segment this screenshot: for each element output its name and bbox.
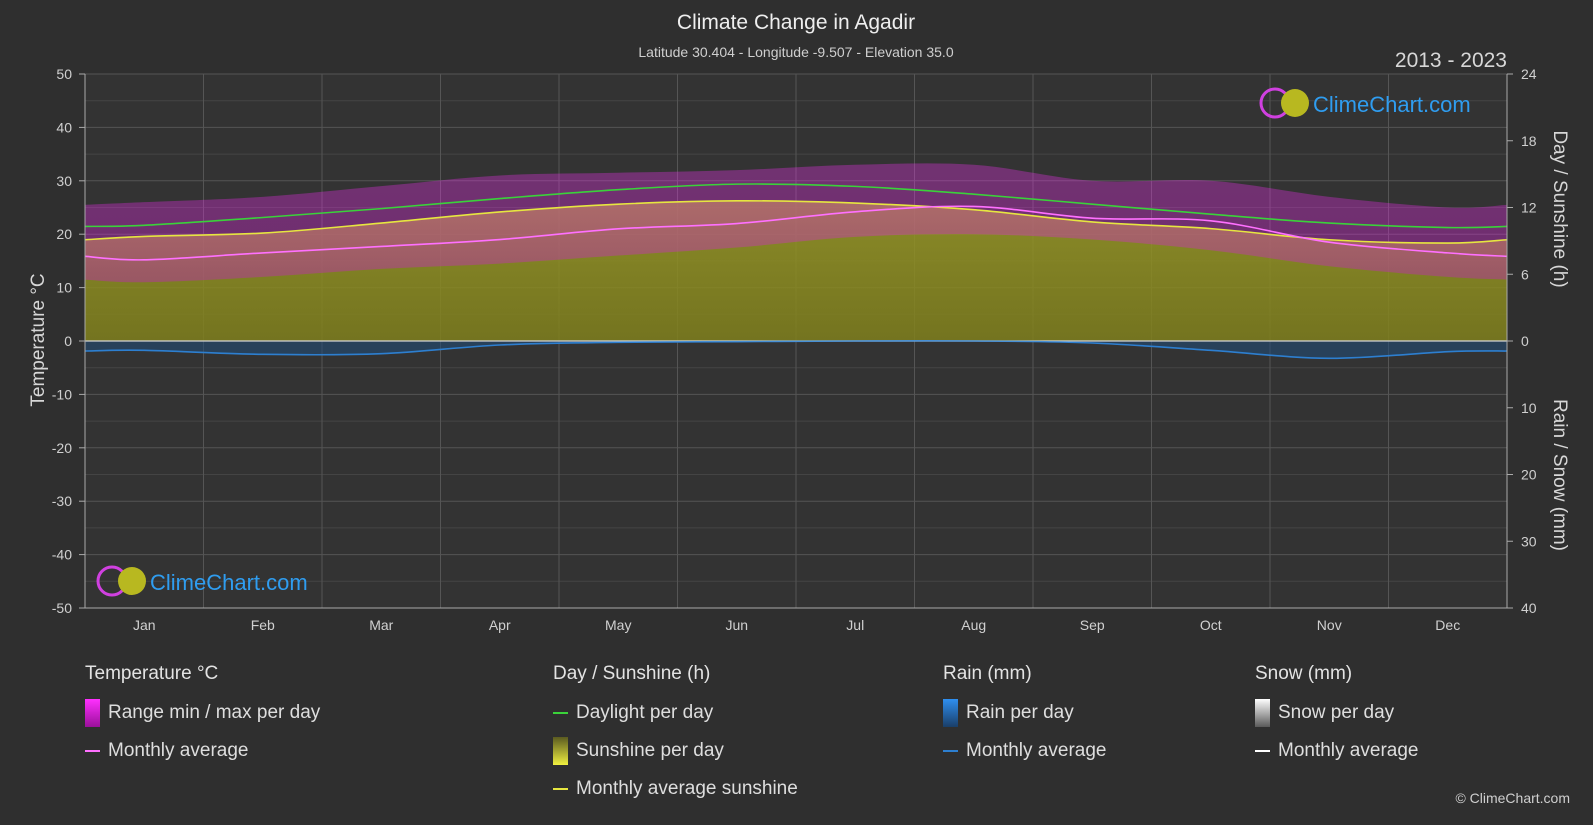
chart-subtitle: Latitude 30.404 - Longitude -9.507 - Ele… [638,44,953,60]
logo-text-top: ClimeChart.com [1313,92,1471,117]
right-axis-title-bottom: Rain / Snow (mm) [1549,399,1570,551]
snow-swatch-icon [1255,699,1270,727]
left-tick-label: -30 [52,493,72,509]
month-label: Jun [725,617,748,633]
right-tick-label-mm: 40 [1521,600,1537,616]
left-tick-label: 20 [56,226,72,242]
chart-title: Climate Change in Agadir [677,11,915,34]
logo-sun-icon [118,567,146,595]
legend-item: Snow per day [1255,699,1418,727]
left-tick-label: -20 [52,440,72,456]
legend-snow: Snow (mm) Snow per day Monthly average [1255,663,1418,775]
legend-temperature: Temperature °C Range min / max per day M… [85,663,320,775]
legend-label: Monthly average sunshine [576,778,798,799]
month-label: Sep [1080,617,1105,633]
legend-item: Monthly average sunshine [553,775,798,803]
legend-label: Snow per day [1278,702,1395,723]
line-swatch-icon [553,712,568,714]
line-swatch-icon [1255,750,1270,752]
sunshine-swatch-icon [553,737,568,765]
logo-text-bottom: ClimeChart.com [150,570,308,595]
legend-rain: Rain (mm) Rain per day Monthly average [943,663,1106,775]
month-label: Jan [133,617,156,633]
left-axis-title: Temperature °C [28,273,49,406]
legend-item: Monthly average [85,737,320,765]
legend-item: Rain per day [943,699,1106,727]
left-tick-label: 0 [64,333,72,349]
right-axis-title-top: Day / Sunshine (h) [1549,130,1570,287]
legend-title: Rain (mm) [943,663,1032,684]
temperature-average-line [84,205,1508,261]
legend-item: Range min / max per day [85,699,320,727]
month-label: May [605,617,631,633]
legend-label: Monthly average [1278,740,1419,761]
legend-sunshine: Day / Sunshine (h) Daylight per day Suns… [553,663,798,813]
right-tick-label-mm: 30 [1521,533,1537,549]
rain-area [85,340,1507,359]
legend-item: Monthly average [1255,737,1418,765]
copyright: © ClimeChart.com [1455,790,1570,806]
legend-label: Monthly average [108,740,249,761]
month-label: Feb [251,617,275,633]
axes: 50 40 30 20 10 0 -10 -20 -30 -40 -50 24 18 12 6 0 10 20 30… [52,66,1537,633]
right-tick-label-hours: 18 [1521,133,1537,149]
data-areas [85,163,1507,359]
logo-bottom: ClimeChart.com [96,565,308,597]
left-tick-label: 40 [56,119,72,135]
left-tick-label: -40 [52,547,72,563]
legend-title: Snow (mm) [1255,663,1353,684]
legend-title: Day / Sunshine (h) [553,663,711,684]
month-label: Dec [1435,617,1460,633]
right-tick-label-hours: 24 [1521,66,1537,82]
daylight-line [84,183,1508,229]
right-tick-label-mm: 20 [1521,467,1537,483]
left-tick-label: -50 [52,600,72,616]
left-tick-label: 10 [56,280,72,296]
right-tick-label-hours: 12 [1521,200,1537,216]
month-label: Nov [1317,617,1342,633]
logo-sun-icon [1281,89,1309,117]
legend-title: Temperature °C [85,663,219,684]
month-label: Mar [369,617,393,633]
period-label: 2013 - 2023 [1395,49,1507,72]
range-swatch-icon [85,699,100,727]
legend-label: Range min / max per day [108,702,321,723]
logo-top: ClimeChart.com [1259,87,1471,119]
data-lines [84,183,1508,360]
right-tick-label-hours: 0 [1521,333,1529,349]
right-tick-label-hours: 6 [1521,266,1529,282]
month-label: Apr [489,617,511,633]
left-tick-label: 50 [56,66,72,82]
rain-average-line [84,340,1508,360]
temperature-range-band [85,163,1507,283]
line-swatch-icon [85,750,100,752]
month-label: Jul [846,617,864,633]
left-tick-label: 30 [56,173,72,189]
legend-item: Sunshine per day [553,737,798,765]
legend-item: Daylight per day [553,699,798,727]
month-label: Aug [961,617,986,633]
legend-label: Rain per day [966,702,1074,723]
legend-item: Monthly average [943,737,1106,765]
left-tick-label: -10 [52,386,72,402]
legend-label: Sunshine per day [576,740,724,761]
line-swatch-icon [553,788,568,790]
legend-label: Daylight per day [576,702,714,723]
month-label: Oct [1200,617,1222,633]
legend-label: Monthly average [966,740,1107,761]
line-swatch-icon [943,750,958,752]
rain-swatch-icon [943,699,958,727]
right-tick-label-mm: 10 [1521,400,1537,416]
